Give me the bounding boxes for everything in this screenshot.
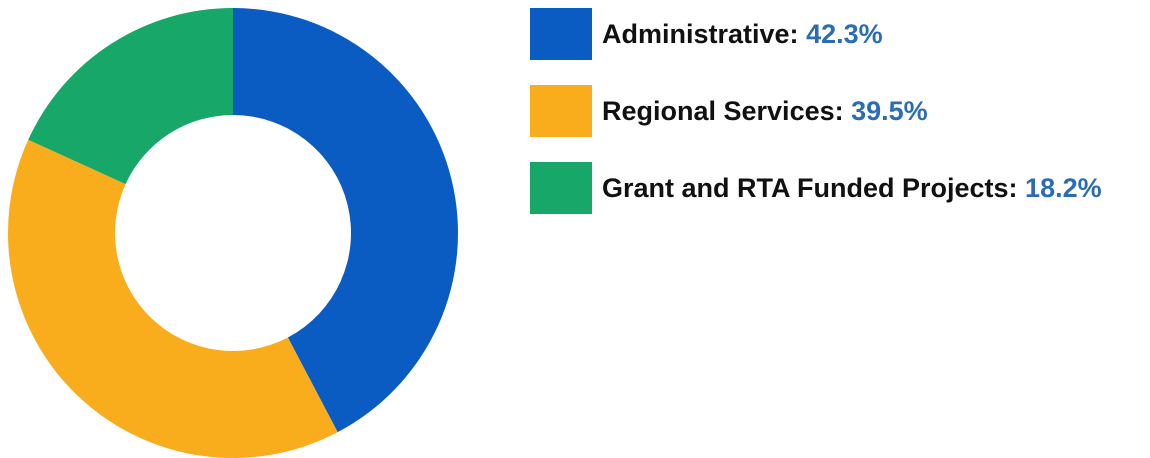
legend-item-regional-services: Regional Services: 39.5% bbox=[530, 85, 1102, 137]
legend-item-grant-rta-projects: Grant and RTA Funded Projects: 18.2% bbox=[530, 162, 1102, 214]
legend-swatch-regional-services bbox=[530, 85, 592, 137]
legend-text-regional-services: Regional Services: 39.5% bbox=[602, 96, 928, 127]
donut-chart bbox=[8, 7, 459, 458]
legend-swatch-grant-rta-projects bbox=[530, 162, 592, 214]
legend-value-grant-rta-projects: 18.2% bbox=[1025, 172, 1102, 203]
legend-label-grant-rta-projects: Grant and RTA Funded Projects: bbox=[602, 172, 1018, 203]
donut-slice-regional-services bbox=[8, 139, 338, 458]
legend-value-administrative: 42.3% bbox=[806, 18, 883, 49]
legend-item-administrative: Administrative: 42.3% bbox=[530, 8, 1102, 60]
legend-label-regional-services: Regional Services: bbox=[602, 95, 844, 126]
chart-legend: Administrative: 42.3% Regional Services:… bbox=[530, 8, 1102, 239]
donut-slices bbox=[8, 7, 459, 458]
legend-text-grant-rta-projects: Grant and RTA Funded Projects: 18.2% bbox=[602, 173, 1102, 204]
legend-swatch-administrative bbox=[530, 8, 592, 60]
donut-slice-administrative bbox=[233, 8, 459, 433]
donut-slice-grant-rta-projects bbox=[28, 7, 234, 185]
legend-label-administrative: Administrative: bbox=[602, 18, 799, 49]
legend-value-regional-services: 39.5% bbox=[851, 95, 928, 126]
legend-text-administrative: Administrative: 42.3% bbox=[602, 19, 883, 50]
